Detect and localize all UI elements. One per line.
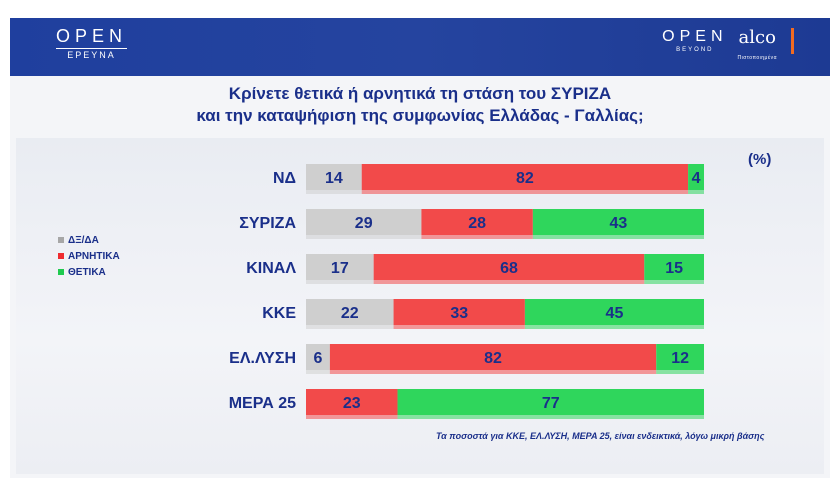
category-label: ΚΙΝΑΛ	[246, 260, 296, 277]
alco-logo: alco Πιστοποιημένα	[738, 28, 777, 68]
legend-item-negative: ΑΡΝΗΤΙΚΑ	[58, 248, 120, 264]
bar-depth	[393, 325, 525, 329]
data-label: 22	[341, 305, 359, 322]
chart-title-line2: και την καταψήφιση της συμφωνίας Ελλάδας…	[196, 106, 644, 125]
legend-swatch-negative	[58, 253, 64, 259]
bar-segment	[329, 344, 657, 370]
data-label: 4	[692, 170, 701, 187]
legend-label-positive: ΘΕΤΙΚΑ	[68, 266, 106, 278]
bar-segment	[524, 299, 704, 325]
bar-segment	[306, 389, 398, 415]
bar-depth	[656, 370, 704, 374]
header-bar: OPEN ΕΡΕΥΝΑ OPEN BEYOND alco Πιστοποιημέ…	[10, 18, 830, 76]
bar-depth	[644, 280, 704, 284]
category-label: ΜΕΡΑ 25	[229, 395, 296, 412]
category-label: ΚΚΕ	[262, 305, 296, 322]
bar-segment	[688, 164, 704, 190]
legend-label-dk: ΔΞ/ΔΑ	[68, 234, 99, 246]
footnote: Τα ποσοστά για ΚΚΕ, ΕΛ.ΛΥΣΗ, ΜΕΡΑ 25, εί…	[436, 431, 765, 441]
bar-segment	[421, 209, 533, 235]
bar-depth	[524, 325, 704, 329]
data-label: 29	[355, 215, 373, 232]
data-label: 17	[331, 260, 349, 277]
alco-logo-text: alco	[738, 27, 776, 48]
bar-depth	[306, 280, 374, 284]
legend-swatch-dk	[58, 237, 64, 243]
bar-segment	[656, 344, 704, 370]
data-label: 68	[500, 260, 518, 277]
bar-depth	[329, 370, 657, 374]
alco-logo-sub: Πιστοποιημένα	[737, 55, 777, 61]
open-beyond-logo: OPEN BEYOND	[662, 28, 727, 54]
data-label: 77	[542, 395, 560, 412]
data-label: 82	[516, 170, 534, 187]
open-ereuna-logo: OPEN ΕΡΕΥΝΑ	[56, 26, 128, 60]
category-label: ΣΥΡΙΖΑ	[239, 215, 296, 232]
category-label: ΝΔ	[273, 170, 296, 187]
partner-logos: OPEN BEYOND alco Πιστοποιημένα	[662, 28, 794, 68]
legend-swatch-positive	[58, 269, 64, 275]
open-beyond-logo-text: OPEN	[662, 28, 728, 45]
bar-segment	[397, 389, 704, 415]
bar-segment	[373, 254, 645, 280]
bar-segment	[532, 209, 704, 235]
bar-depth	[306, 325, 394, 329]
data-label: 15	[665, 260, 683, 277]
data-label: 82	[484, 350, 502, 367]
bar-depth	[688, 190, 704, 194]
data-label: 12	[671, 350, 689, 367]
bar-depth	[361, 190, 689, 194]
bar-depth	[306, 415, 398, 419]
legend-label-negative: ΑΡΝΗΤΙΚΑ	[68, 250, 120, 262]
category-label: ΕΛ.ΛΥΣΗ	[229, 350, 296, 367]
bar-segment	[306, 299, 394, 325]
data-label: 23	[343, 395, 361, 412]
orange-divider	[791, 28, 794, 54]
bar-depth	[306, 190, 362, 194]
legend-item-positive: ΘΕΤΙΚΑ	[58, 264, 120, 280]
bar-depth	[306, 370, 330, 374]
data-label: 43	[610, 215, 628, 232]
legend-item-dk: ΔΞ/ΔΑ	[58, 232, 120, 248]
bar-segment	[306, 164, 362, 190]
data-label: 45	[606, 305, 624, 322]
open-logo-text: OPEN	[56, 26, 128, 46]
bar-segment	[306, 344, 330, 370]
bar-segment	[361, 164, 689, 190]
bar-depth	[306, 235, 422, 239]
ereuna-logo-text: ΕΡΕΥΝΑ	[56, 48, 128, 60]
data-label: 14	[325, 170, 343, 187]
bar-depth	[532, 235, 704, 239]
bar-depth	[373, 280, 645, 284]
bar-depth	[421, 235, 533, 239]
beyond-logo-text: BEYOND	[676, 47, 714, 53]
bar-segment	[306, 209, 422, 235]
bar-depth	[397, 415, 704, 419]
unit-label: (%)	[748, 151, 772, 168]
bar-segment	[393, 299, 525, 325]
chart-title-line1: Κρίνετε θετικά ή αρνητικά τη στάση του Σ…	[228, 84, 612, 103]
legend: ΔΞ/ΔΑ ΑΡΝΗΤΙΚΑ ΘΕΤΙΚΑ	[58, 232, 120, 280]
data-label: 33	[450, 305, 468, 322]
data-label: 6	[313, 350, 322, 367]
bar-segment	[306, 254, 374, 280]
bar-segment	[644, 254, 704, 280]
data-label: 28	[468, 215, 486, 232]
